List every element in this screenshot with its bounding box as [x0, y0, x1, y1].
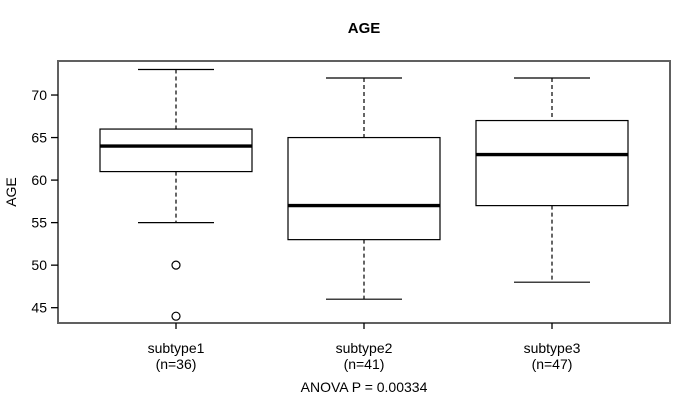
- anova-annotation: ANOVA P = 0.00334: [300, 379, 428, 395]
- group-sublabel: (n=41): [344, 356, 385, 372]
- group-label: subtype3: [524, 340, 581, 356]
- chart-title: AGE: [347, 20, 381, 37]
- iqr-box: [475, 119, 629, 207]
- outlier-point: [171, 311, 181, 321]
- y-tick-label: 55: [31, 215, 47, 231]
- group-sublabel: (n=36): [156, 356, 197, 372]
- iqr-box: [99, 128, 253, 173]
- y-axis-label: AGE: [3, 177, 19, 207]
- y-tick-label: 50: [31, 257, 47, 273]
- group-label: subtype2: [336, 340, 393, 356]
- y-tick-label: 45: [31, 300, 47, 316]
- iqr-box: [287, 136, 441, 241]
- group-label: subtype1: [148, 340, 205, 356]
- y-tick-label: 70: [31, 87, 47, 103]
- y-tick-label: 65: [31, 130, 47, 146]
- y-tick-label: 60: [31, 172, 47, 188]
- group-sublabel: (n=47): [532, 356, 573, 372]
- outlier-point: [171, 260, 181, 270]
